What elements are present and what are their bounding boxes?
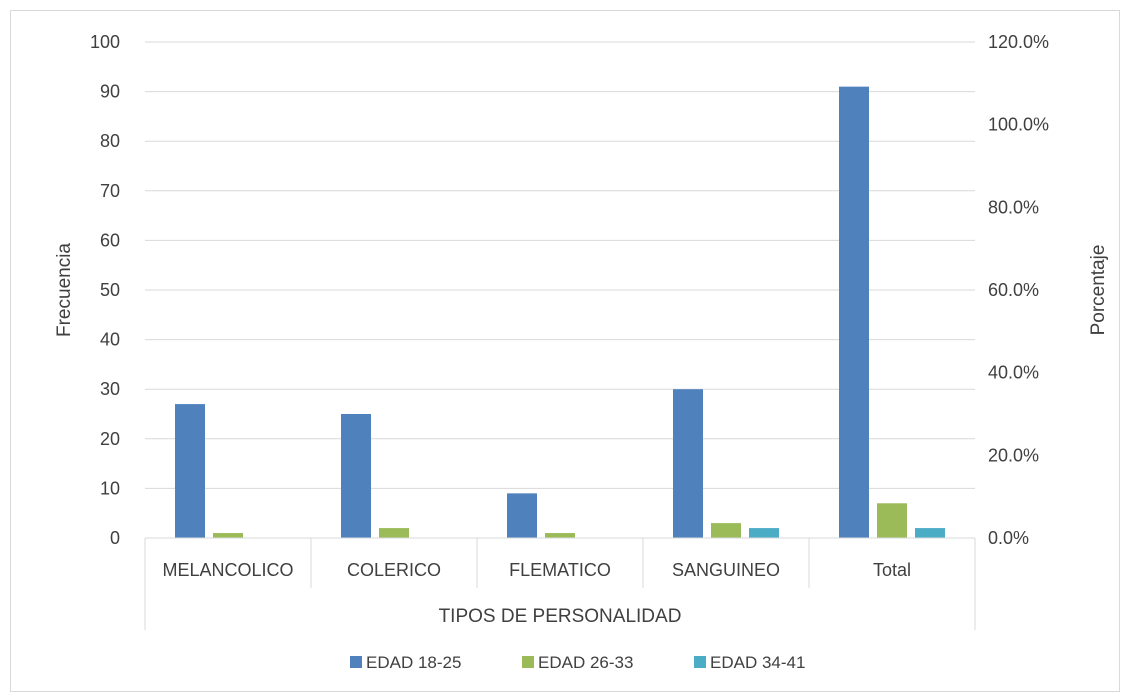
y2-tick-label: 60.0% [988, 280, 1039, 300]
y-tick-label: 100 [90, 32, 120, 52]
left-axis-ticks: 0 10 20 30 40 50 60 70 80 90 100 [90, 32, 120, 548]
y-tick-label: 70 [100, 181, 120, 201]
bar [341, 414, 371, 538]
legend-label: EDAD 18-25 [366, 653, 461, 672]
category-label: SANGUINEO [672, 560, 780, 580]
legend-swatch [522, 656, 534, 668]
legend-label: EDAD 26-33 [538, 653, 633, 672]
bar [379, 528, 409, 538]
y2-tick-label: 100.0% [988, 115, 1049, 135]
category-label: COLERICO [347, 560, 441, 580]
y-axis-title: Frecuencia [54, 243, 75, 337]
right-axis-ticks: 0.0% 20.0% 40.0% 60.0% 80.0% 100.0% 120.0% [988, 32, 1049, 548]
y2-tick-label: 40.0% [988, 363, 1039, 383]
chart-frame [10, 10, 1120, 692]
bar [915, 528, 945, 538]
y-tick-label: 0 [110, 528, 120, 548]
category-label: MELANCOLICO [162, 560, 293, 580]
legend-label: EDAD 34-41 [710, 653, 805, 672]
y2-tick-label: 120.0% [988, 32, 1049, 52]
bar [877, 503, 907, 538]
y-tick-label: 60 [100, 230, 120, 250]
y-tick-label: 30 [100, 379, 120, 399]
y2-axis-title: Porcentaje [1088, 245, 1109, 336]
x-axis-title: TIPOS DE PERSONALIDAD [439, 606, 682, 627]
category-label: FLEMATICO [509, 560, 611, 580]
legend-swatch [350, 656, 362, 668]
y-tick-label: 10 [100, 478, 120, 498]
bar [839, 86, 869, 538]
legend-swatch [694, 656, 706, 668]
bar [545, 533, 575, 538]
y-tick-label: 90 [100, 82, 120, 102]
category-axis-lines [144, 537, 976, 630]
y-tick-label: 50 [100, 280, 120, 300]
y2-tick-label: 20.0% [988, 445, 1039, 465]
bar [213, 533, 243, 538]
bar [749, 528, 779, 538]
bar [507, 493, 537, 538]
y-tick-label: 40 [100, 330, 120, 350]
category-labels: MELANCOLICO COLERICO FLEMATICO SANGUINEO Tot… [162, 560, 911, 580]
y2-tick-label: 80.0% [988, 197, 1039, 217]
bar [673, 389, 703, 538]
y2-tick-label: 0.0% [988, 528, 1029, 548]
y-tick-label: 80 [100, 131, 120, 151]
category-label: Total [873, 560, 911, 580]
bars [175, 86, 945, 538]
y-tick-label: 20 [100, 429, 120, 449]
legend: EDAD 18-25 EDAD 26-33 EDAD 34-41 [350, 653, 805, 672]
bar [175, 404, 205, 538]
bar [711, 523, 741, 538]
